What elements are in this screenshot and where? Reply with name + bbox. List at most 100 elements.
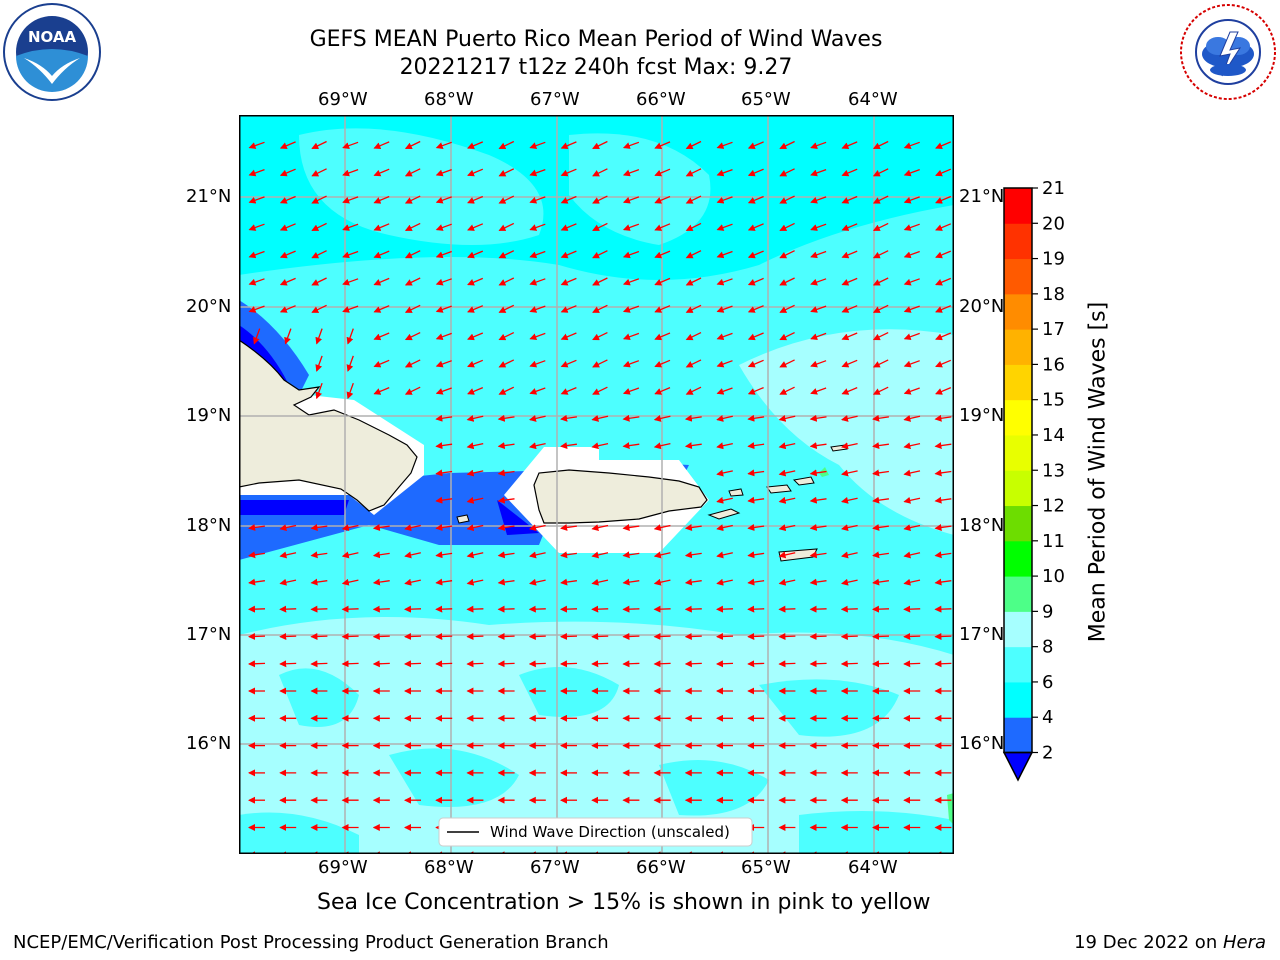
wind-wave-arrow (810, 250, 827, 259)
colorbar-block (1004, 329, 1032, 365)
wind-wave-arrow (747, 250, 764, 259)
wind-wave-arrow (310, 605, 328, 613)
wind-wave-arrow (622, 250, 640, 259)
noaa-logo-text: NOAA (28, 28, 77, 46)
colorbar-tick-label: 11 (1042, 531, 1065, 552)
wind-wave-arrow (685, 250, 702, 259)
wind-wave-arrow (685, 195, 702, 204)
colorbar-tick-label: 13 (1042, 460, 1065, 481)
wind-wave-arrow (248, 141, 265, 149)
wind-wave-arrow (935, 223, 952, 231)
wind-wave-arrow (342, 250, 359, 259)
wind-wave-arrow (560, 632, 578, 640)
lon-label: 64°W (848, 857, 898, 878)
wind-wave-arrow (872, 304, 889, 313)
sea-ice-note: Sea Ice Concentration > 15% is shown in … (317, 890, 931, 915)
wind-wave-arrow (685, 222, 702, 231)
wind-wave-arrow (560, 442, 577, 450)
wind-wave-arrow (372, 605, 390, 613)
footer-date: 19 Dec 2022 on Hera (1074, 932, 1266, 953)
wind-wave-arrow (716, 250, 733, 259)
colorbar-block (1004, 258, 1032, 295)
colorbar-tick-label: 17 (1042, 319, 1065, 340)
lat-label: 21°N (959, 186, 1005, 207)
culebra-island (728, 488, 744, 497)
wind-wave-arrow (498, 332, 515, 341)
wind-wave-arrow (592, 386, 608, 395)
wind-wave-arrow (934, 524, 952, 531)
wind-wave-arrow (654, 223, 671, 231)
wind-wave-arrow (903, 632, 921, 640)
colorbar-tick-label: 8 (1042, 637, 1053, 658)
wind-wave-arrow (435, 632, 453, 640)
wind-wave-arrow (935, 141, 952, 150)
wind-wave-arrow (716, 168, 733, 177)
wind-wave-arrow (404, 168, 421, 177)
wind-wave-arrow (684, 524, 702, 531)
wind-wave-arrow (622, 332, 640, 341)
wind-wave-arrow (903, 141, 920, 149)
wind-wave-arrow (279, 551, 297, 559)
wind-wave-arrow (809, 551, 827, 559)
colorbar-block (1004, 576, 1032, 612)
wind-wave-arrow (529, 415, 546, 422)
wind-wave-arrow (373, 250, 390, 259)
wind-wave-arrow (279, 223, 296, 231)
wind-wave-arrow (279, 524, 297, 532)
wind-wave-arrow (311, 304, 327, 313)
wind-wave-arrow (747, 387, 764, 395)
wind-wave-arrow (373, 195, 390, 204)
wind-wave-arrow (253, 328, 261, 345)
wind-wave-arrow (372, 551, 390, 559)
wind-wave-arrow (778, 578, 796, 586)
colorbar-extend-triangle (1002, 751, 1034, 782)
wind-wave-arrow (778, 496, 796, 504)
wind-wave-arrow (404, 304, 421, 313)
wind-wave-arrow (310, 524, 328, 531)
footer-date-text: 19 Dec 2022 on (1074, 932, 1223, 953)
wind-wave-arrow (654, 250, 671, 259)
wind-wave-arrow (560, 551, 577, 559)
wind-wave-arrow (872, 168, 889, 177)
wind-wave-arrow (372, 524, 390, 531)
wind-wave-arrow (684, 551, 702, 559)
wind-wave-arrow (342, 305, 359, 313)
wind-wave-arrow (653, 632, 671, 640)
wind-wave-arrow (810, 168, 827, 177)
wind-wave-arrow (592, 332, 608, 341)
wind-wave-arrow (685, 277, 702, 286)
colorbar-tick-label: 6 (1042, 672, 1053, 693)
wind-wave-arrow (342, 196, 359, 204)
colorbar-tick-label: 2 (1042, 743, 1053, 764)
wind-wave-arrow (810, 332, 827, 341)
wind-wave-arrow (435, 278, 452, 286)
wind-wave-arrow (279, 578, 297, 586)
lon-label: 68°W (424, 89, 474, 110)
wind-wave-arrow (529, 524, 546, 532)
hispaniola-land (238, 338, 418, 512)
colorbar-tick-label: 15 (1042, 390, 1065, 411)
wind-wave-arrow (435, 387, 452, 395)
st-thomas-island (766, 484, 792, 494)
wind-wave-arrow (716, 469, 733, 477)
wind-wave-arrow (872, 632, 890, 640)
wind-wave-arrow (435, 496, 453, 504)
wind-wave-arrow (934, 605, 952, 613)
wind-wave-arrow (779, 386, 795, 395)
wind-wave-arrow (716, 332, 733, 341)
wind-wave-arrow (466, 415, 484, 422)
wind-wave-arrow (248, 196, 265, 204)
wind-wave-arrow (716, 223, 733, 231)
wind-wave-arrow (529, 551, 546, 559)
wind-wave-arrow (310, 632, 328, 640)
wind-wave-arrow (872, 277, 889, 286)
wind-wave-arrow (935, 195, 952, 204)
wind-wave-arrow (467, 168, 484, 177)
lat-label: 18°N (186, 515, 232, 536)
wind-wave-arrow (279, 250, 296, 259)
colorbar-tick-label: 20 (1042, 213, 1065, 234)
wind-wave-arrow (841, 223, 858, 231)
lat-label: 19°N (959, 405, 1005, 426)
wind-wave-arrow (934, 496, 952, 504)
wind-wave-arrow (747, 195, 764, 204)
